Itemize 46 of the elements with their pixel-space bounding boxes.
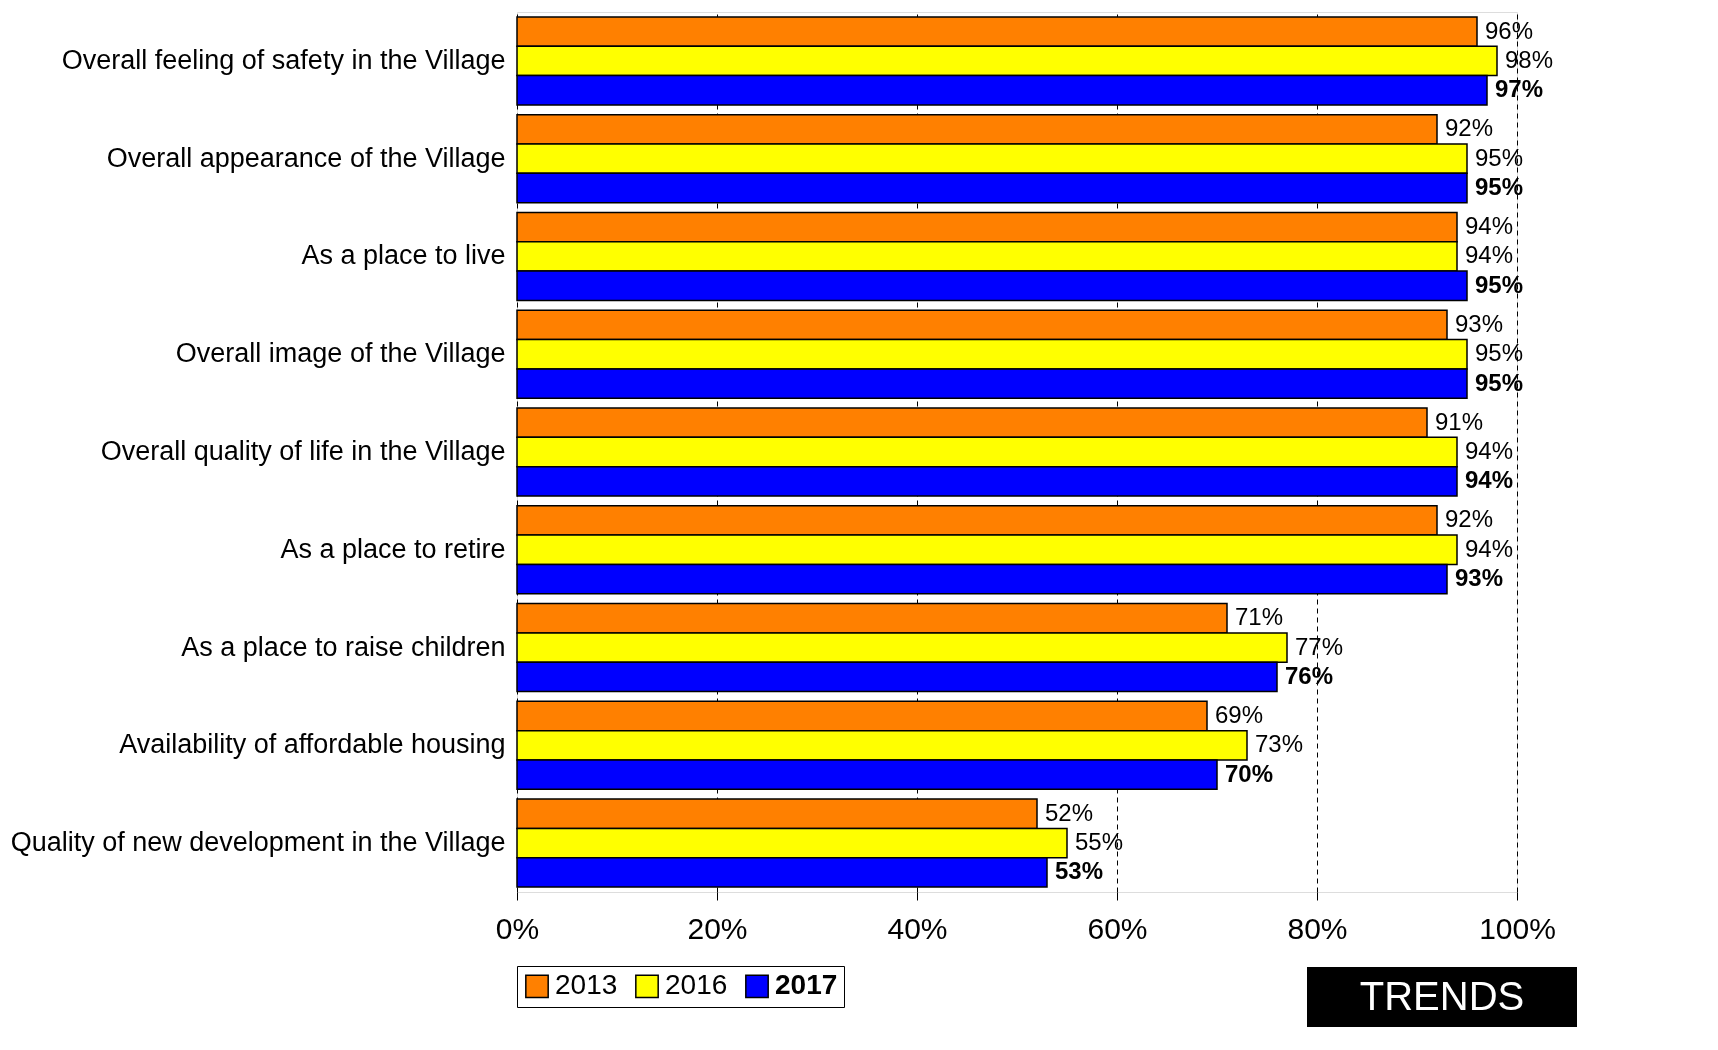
data-label: 73% bbox=[1255, 730, 1304, 758]
data-label: 53% bbox=[1055, 857, 1104, 885]
data-label: 76% bbox=[1285, 661, 1334, 689]
data-label: 91% bbox=[1435, 407, 1484, 435]
x-tick-label: 20% bbox=[687, 911, 748, 945]
y-tick-label: Overall feeling of safety in the Village bbox=[61, 44, 506, 75]
x-tick-label: 40% bbox=[887, 911, 948, 945]
data-label: 96% bbox=[1485, 16, 1534, 44]
data-label: 93% bbox=[1455, 309, 1504, 337]
data-label: 71% bbox=[1235, 603, 1284, 631]
data-label: 77% bbox=[1295, 632, 1344, 660]
x-tick-label: 60% bbox=[1087, 911, 1148, 945]
y-tick-label: Overall appearance of the Village bbox=[106, 142, 506, 173]
data-label: 95% bbox=[1475, 270, 1524, 298]
data-label: 52% bbox=[1045, 798, 1094, 826]
y-tick-label: As a place to live bbox=[301, 240, 506, 271]
data-label: 92% bbox=[1445, 505, 1494, 533]
data-label: 70% bbox=[1225, 759, 1274, 787]
data-label: 95% bbox=[1475, 143, 1524, 171]
data-label: 95% bbox=[1475, 173, 1524, 200]
legend-label: 2016 bbox=[665, 969, 728, 1001]
data-label: 93% bbox=[1455, 564, 1504, 592]
data-label: 94% bbox=[1465, 466, 1514, 494]
y-tick-label: Quality of new development in the Village bbox=[10, 827, 506, 858]
data-label: 95% bbox=[1475, 339, 1524, 367]
data-label: 94% bbox=[1465, 534, 1514, 562]
data-label: 98% bbox=[1505, 45, 1554, 73]
data-label: 94% bbox=[1465, 212, 1514, 240]
y-tick-label: Overall quality of life in the Village bbox=[100, 436, 506, 466]
x-tick-label: 0% bbox=[495, 911, 540, 945]
legend-label: 2013 bbox=[555, 969, 618, 1001]
text: TRENDS bbox=[1359, 974, 1525, 1018]
y-tick-label: Availability of affordable housing bbox=[119, 729, 506, 760]
data-label: 97% bbox=[1495, 75, 1544, 103]
y-tick-label: As a place to raise children bbox=[181, 631, 506, 662]
x-tick-label: 100% bbox=[1479, 911, 1556, 945]
legend-label: 2017 bbox=[775, 969, 838, 1001]
data-label: 92% bbox=[1445, 114, 1494, 142]
y-tick-label: As a place to retire bbox=[280, 533, 506, 564]
data-label: 94% bbox=[1465, 437, 1514, 464]
y-tick-label: Overall image of the Village bbox=[175, 338, 506, 369]
data-label: 95% bbox=[1475, 368, 1524, 396]
data-label: 55% bbox=[1075, 828, 1124, 856]
data-label: 69% bbox=[1215, 701, 1264, 728]
x-tick-label: 80% bbox=[1287, 911, 1348, 945]
data-label: 94% bbox=[1465, 241, 1514, 269]
